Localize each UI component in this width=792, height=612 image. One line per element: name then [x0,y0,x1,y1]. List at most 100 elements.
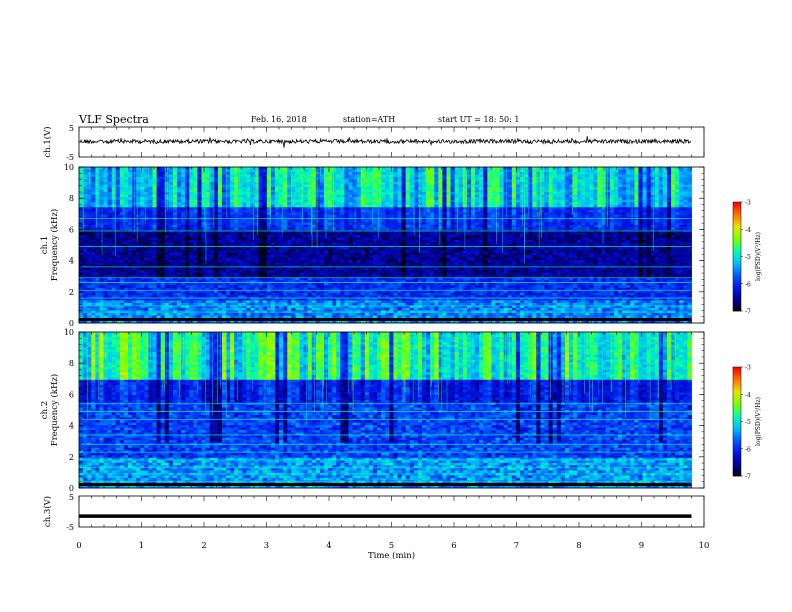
spectrogram-cell [671,199,676,203]
spectrogram-cell [311,189,317,193]
spectrogram-cell [328,207,333,211]
spectrogram-cell [197,167,202,170]
spectrogram-cell [520,209,525,213]
spectrogram-cell [683,209,688,213]
spectrogram-cell [679,209,684,213]
spectrogram-cell [422,224,427,228]
spectrogram-cell [242,212,247,216]
spectrogram-cell [336,247,341,251]
spectrogram-cell [307,199,313,203]
spectrogram-cell [373,184,378,188]
spectrogram-cell [466,209,472,213]
spectrogram-cell [683,194,688,198]
spectrogram-cell [613,237,619,241]
spectrogram-cell [466,172,472,175]
spectrogram-cell [646,194,652,198]
spectrogram-cell [675,212,680,216]
spectrogram-cell [319,204,325,208]
spectrogram-cell [181,232,186,236]
spectrogram-cell [221,239,227,243]
spectrogram-cell [266,169,272,173]
spectrogram-cell [111,214,117,218]
spectrogram-cell [618,192,623,196]
spectrogram-cell [168,179,174,183]
spectrogram-cell [291,232,296,236]
spectrogram-cell [589,202,594,206]
spectrogram-cell [438,169,443,173]
spectrogram-cell [254,219,260,223]
spectrogram-cell [136,174,141,178]
spectrogram-cell [454,199,460,203]
spectrogram-cell [242,174,247,178]
spectrogram-cell [356,207,362,211]
spectrogram-cell [295,199,300,203]
spectrogram-cell [385,227,390,231]
spectrogram-cell [213,214,219,218]
spectrogram-cell [168,224,174,228]
spectrogram-cell [601,234,607,238]
spectrogram-cell [417,247,423,251]
spectrogram-cell [262,219,268,223]
spectrogram-cell [597,187,603,191]
spectrogram-cell [360,194,366,198]
spectrogram-cell [507,222,513,226]
spectrogram-cell [385,169,390,173]
spectrogram-cell [164,247,170,251]
spectrogram-cell [426,174,431,178]
spectrogram-cell [405,189,411,193]
spectrogram-cell [373,234,378,238]
spectrogram-cell [119,239,125,243]
spectrogram-cell [234,242,239,246]
spectrogram-cell [536,169,541,173]
spectrogram-cell [430,219,435,223]
spectrogram-cell [299,219,304,223]
spectrogram-cell [140,192,145,196]
spectrogram-cell [405,219,411,223]
spectrogram-cell [79,212,84,216]
spectrogram-cell [332,182,337,186]
spectrogram-cell [201,179,206,183]
spectrogram-cell [201,192,206,196]
spectrogram-cell [487,227,492,231]
spectrogram-cell [524,232,529,236]
spectrogram-cell [413,222,419,226]
spectrogram-cell [393,179,398,183]
spectrogram-cell [79,182,84,186]
spectrogram-cell [528,187,533,191]
spectrogram-cell [593,194,598,198]
spectrogram-cell [201,184,206,188]
spectrogram-cell [83,192,88,196]
spectrogram-cell [573,169,578,173]
spectrogram-cell [466,192,472,196]
spectrogram-cell [185,204,190,208]
spectrogram-cell [185,177,190,180]
spectrogram-cell [381,167,386,170]
spectrogram-cell [140,179,145,183]
spectrogram-cell [307,209,313,213]
spectrogram-cell [295,202,300,206]
spectrogram-cell [385,204,390,208]
spectrogram-cell [548,222,554,226]
spectrogram-cell [217,179,223,183]
spectrogram-cell [593,219,598,223]
spectrogram-cell [409,222,415,226]
spectrogram-cell [585,197,590,201]
spectrogram-cell [552,224,558,228]
spectrogram-cell [515,239,521,243]
spectrogram-cell [217,209,223,213]
spectrogram-cell [356,247,362,251]
spectrogram-cell [275,219,280,223]
spectrogram-cell [107,232,113,236]
spectrogram-cell [569,242,574,246]
spectrogram-cell [393,202,398,206]
spectrogram-cell [662,242,668,246]
spectrogram-cell [413,167,419,170]
spectrogram-cell [499,187,505,191]
spectrogram-cell [650,222,656,226]
spectrogram-cell [226,167,231,170]
spectrogram-cell [299,224,304,228]
spectrogram-cell [622,169,627,173]
spectrogram-cell [181,247,186,251]
spectrogram-cell [368,189,374,193]
spectrogram-cell [622,199,627,203]
